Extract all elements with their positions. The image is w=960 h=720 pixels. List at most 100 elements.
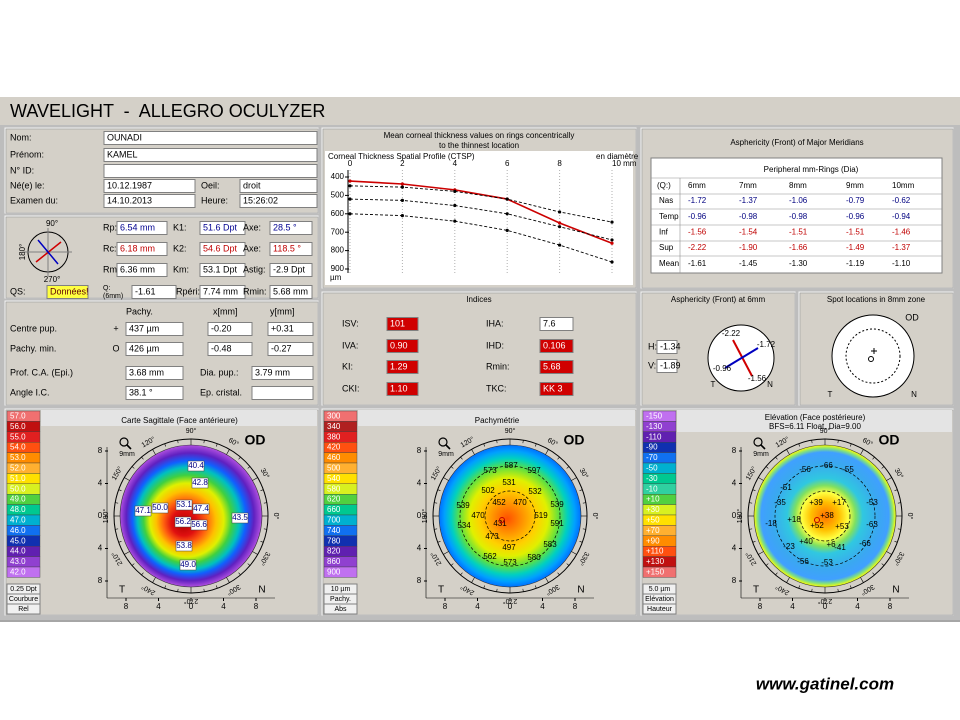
scale-label: 42.0 (10, 568, 26, 577)
field-value: -0.20 (211, 323, 232, 333)
scale-swatch (6, 566, 41, 578)
angle-tick (115, 502, 119, 504)
panel-shadow (799, 292, 954, 406)
map-value: -53 (866, 498, 878, 507)
angle-tick (881, 563, 885, 566)
angle-tick (260, 489, 264, 491)
angle-tick (460, 572, 463, 576)
y-tick-label: 0 (732, 511, 737, 520)
profile-point (505, 197, 509, 201)
angle-label: 90° (505, 427, 516, 435)
map-value: -51 (780, 483, 792, 492)
table-cell: -1.37 (892, 243, 911, 252)
angle-tick (437, 489, 441, 491)
angle-tick (216, 443, 218, 447)
angle-tick (118, 489, 122, 491)
map-value: -53 (821, 558, 833, 567)
table-cell: -0.94 (892, 212, 911, 221)
scale-caption: Pachy. (330, 596, 351, 603)
zone-dashed (774, 465, 876, 567)
field-box (125, 386, 184, 400)
field-value: -0.27 (271, 343, 292, 353)
label: ISV: (342, 318, 359, 328)
zoom-icon (119, 437, 129, 447)
angle-tick (443, 477, 449, 481)
zoom-icon (445, 444, 451, 450)
angle-tick (872, 456, 875, 460)
y-tick-label: 8 (98, 446, 103, 455)
label: IVA: (342, 340, 358, 350)
angle-tick (557, 572, 560, 576)
label: N (577, 585, 584, 596)
header-strip (358, 410, 635, 426)
field-box (539, 360, 574, 374)
table-cell: -0.96 (688, 212, 707, 221)
table-cell: -1.51 (789, 228, 808, 237)
angle-tick (141, 572, 144, 576)
scale-label: 580 (327, 484, 341, 493)
value-box (191, 477, 209, 489)
label: 9mm (846, 181, 864, 190)
panel-title: Indices (466, 295, 491, 304)
label: 6mm (688, 181, 706, 190)
map-value: 531 (502, 478, 516, 487)
field-value: OUNADI (107, 132, 142, 142)
field-value: 437 µm (129, 323, 159, 333)
scale-label: 820 (327, 547, 341, 556)
label: Pachy. (126, 306, 153, 316)
zone-dashed (484, 490, 536, 542)
y-tick-label: 8 (98, 576, 103, 585)
x-tick-label: 8 (557, 159, 562, 168)
map-value: 43.5 (232, 513, 248, 522)
x-tick-label: 8 (254, 602, 259, 611)
field-box (125, 366, 184, 380)
label: 10mm (892, 181, 915, 190)
angle-tick (483, 585, 485, 589)
angle-tick (124, 551, 130, 555)
angle-tick (260, 541, 264, 543)
y-tick-label: 900 (331, 264, 345, 273)
field-value: 5.68 mm (273, 286, 308, 296)
y-tick-label: 4 (732, 479, 737, 488)
thinnest-point (814, 517, 820, 523)
label: Prénom: (10, 149, 44, 159)
zoom-icon (438, 437, 448, 447)
panel-shadow (641, 292, 796, 406)
label: O (112, 343, 119, 353)
y-tick-label: 8 (732, 446, 737, 455)
panel-title: Spot locations in 8mm zone (827, 295, 926, 304)
profile-point (610, 241, 614, 245)
scale-caption-box (323, 603, 358, 615)
map-value: +6 (826, 540, 836, 549)
angle-tick (118, 541, 122, 543)
profile-point (453, 189, 457, 193)
profile-point (400, 185, 404, 189)
profile-point (610, 220, 614, 224)
x-tick-label: 6 (505, 159, 510, 168)
scale-caption: 5.0 µm (649, 586, 671, 593)
scale-label: 56.0 (10, 422, 26, 431)
label: T (438, 585, 444, 596)
label: CKI: (342, 383, 360, 393)
label: T (753, 585, 759, 596)
angle-tick (124, 477, 130, 481)
scale-label: 780 (327, 536, 341, 545)
scale-label: -10 (646, 484, 658, 493)
angle-tick (177, 440, 179, 444)
label: 8mm (789, 181, 807, 190)
scale-label: 55.0 (10, 432, 26, 441)
spot-min (868, 356, 874, 362)
scale-label: -50 (646, 464, 658, 473)
value-box (151, 502, 169, 514)
map-value: +39 (809, 498, 823, 507)
angle-label: 0° (591, 513, 599, 520)
field-box (199, 242, 246, 256)
label: IHA: (486, 318, 504, 328)
map-value: -56 (797, 557, 809, 566)
angle-tick (894, 541, 898, 543)
label: T (711, 380, 716, 389)
field-value: 38.1 ° (129, 387, 153, 397)
field-box (251, 366, 314, 380)
angle-tick (522, 440, 524, 444)
label: Nas (659, 196, 673, 205)
